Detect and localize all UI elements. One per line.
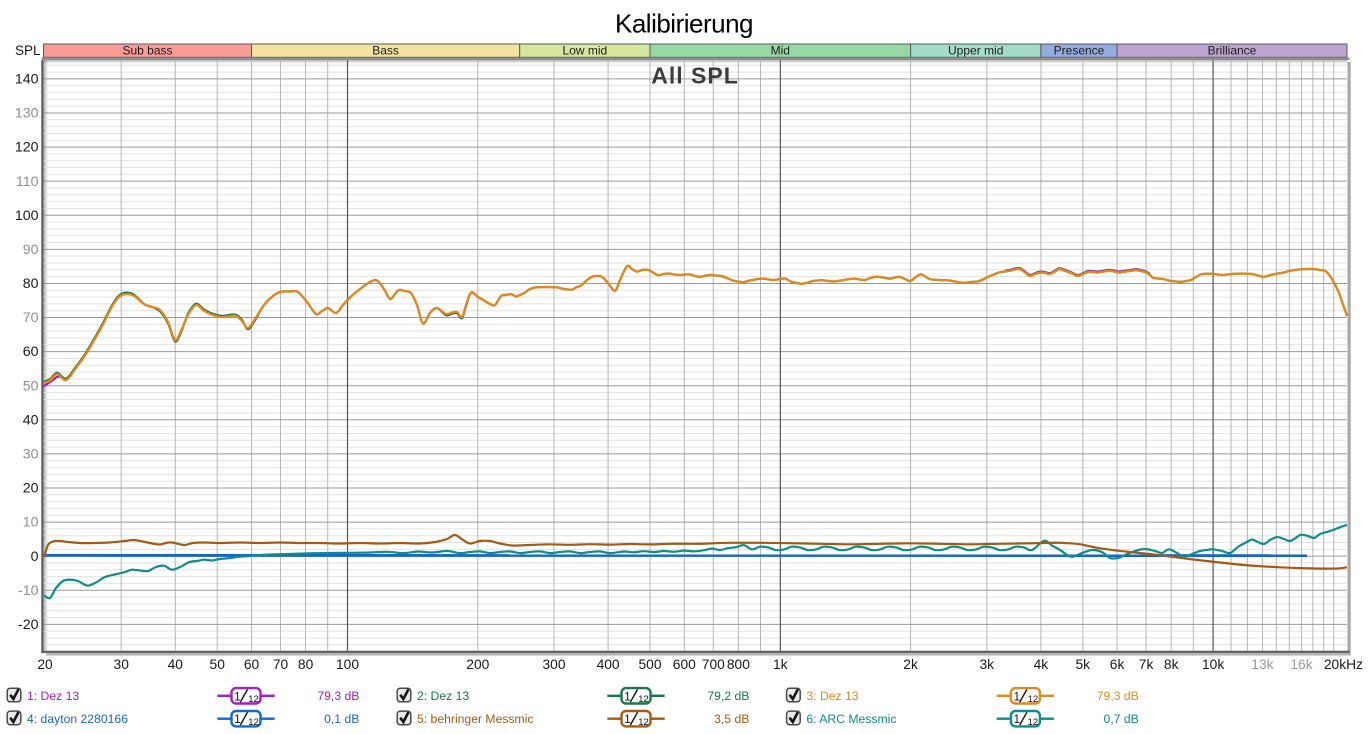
- svg-text:50: 50: [23, 378, 39, 394]
- svg-text:120: 120: [15, 140, 39, 156]
- svg-text:130: 130: [15, 106, 39, 122]
- svg-text:79,3 dB: 79,3 dB: [1097, 689, 1139, 703]
- svg-text:Mid: Mid: [771, 43, 790, 57]
- svg-text:700: 700: [702, 657, 725, 672]
- svg-text:8k: 8k: [1164, 657, 1179, 672]
- svg-text:80: 80: [298, 657, 314, 672]
- svg-text:800: 800: [727, 657, 750, 672]
- svg-text:1: 1: [234, 691, 240, 703]
- svg-text:600: 600: [673, 657, 696, 672]
- svg-text:Low mid: Low mid: [563, 43, 608, 57]
- svg-text:90: 90: [23, 242, 39, 258]
- svg-text:12: 12: [248, 717, 259, 728]
- svg-text:0: 0: [31, 549, 39, 565]
- svg-text:0,7 dB: 0,7 dB: [1104, 712, 1139, 726]
- svg-text:SPL: SPL: [15, 43, 41, 58]
- svg-text:4k: 4k: [1034, 657, 1049, 672]
- svg-text:110: 110: [16, 174, 39, 190]
- svg-text:1: 1: [624, 714, 630, 726]
- svg-text:2: Dez 13: 2: Dez 13: [417, 689, 469, 703]
- svg-text:12: 12: [1028, 694, 1039, 705]
- svg-text:80: 80: [23, 276, 39, 292]
- svg-text:79,2 dB: 79,2 dB: [707, 689, 749, 703]
- svg-text:20: 20: [37, 657, 53, 672]
- svg-text:Sub bass: Sub bass: [122, 43, 172, 57]
- svg-text:Upper mid: Upper mid: [948, 43, 1003, 57]
- svg-text:4: dayton 2280166: 4: dayton 2280166: [27, 712, 128, 726]
- svg-text:3: Dez 13: 3: Dez 13: [806, 689, 858, 703]
- svg-text:100: 100: [15, 208, 39, 224]
- svg-text:10: 10: [23, 515, 39, 531]
- svg-text:6k: 6k: [1110, 657, 1125, 672]
- svg-text:Brilliance: Brilliance: [1208, 43, 1257, 57]
- svg-text:40: 40: [23, 412, 39, 428]
- svg-text:3k: 3k: [980, 657, 995, 672]
- svg-text:2k: 2k: [903, 657, 918, 672]
- svg-text:10k: 10k: [1202, 657, 1224, 672]
- svg-text:7k: 7k: [1139, 657, 1154, 672]
- svg-text:200: 200: [466, 657, 489, 672]
- svg-text:400: 400: [597, 657, 620, 672]
- svg-text:70: 70: [23, 310, 39, 326]
- svg-text:1: 1: [624, 691, 630, 703]
- svg-text:1: 1: [234, 714, 240, 726]
- svg-text:6: ARC Messmic: 6: ARC Messmic: [806, 712, 896, 726]
- svg-text:13k: 13k: [1251, 657, 1273, 672]
- svg-text:60: 60: [244, 657, 260, 672]
- svg-text:1: Dez 13: 1: Dez 13: [27, 689, 79, 703]
- svg-text:1k: 1k: [773, 657, 788, 672]
- svg-text:All SPL: All SPL: [651, 63, 739, 89]
- svg-text:-20: -20: [18, 617, 39, 633]
- svg-text:50: 50: [210, 657, 226, 672]
- svg-text:140: 140: [15, 72, 39, 88]
- svg-text:20: 20: [23, 481, 39, 497]
- svg-text:500: 500: [638, 657, 661, 672]
- svg-text:0,1 dB: 0,1 dB: [324, 712, 359, 726]
- svg-text:40: 40: [168, 657, 184, 672]
- svg-text:300: 300: [542, 657, 565, 672]
- svg-text:60: 60: [23, 344, 39, 360]
- svg-text:Kalibirierung: Kalibirierung: [615, 9, 753, 39]
- svg-text:16k: 16k: [1290, 657, 1312, 672]
- svg-text:1: 1: [1014, 714, 1020, 726]
- svg-text:12: 12: [638, 717, 649, 728]
- svg-text:20kHz: 20kHz: [1324, 657, 1363, 672]
- svg-text:12: 12: [1028, 717, 1039, 728]
- svg-text:30: 30: [114, 657, 130, 672]
- svg-text:-10: -10: [18, 583, 39, 599]
- svg-text:79,3 dB: 79,3 dB: [317, 689, 359, 703]
- svg-text:30: 30: [23, 447, 39, 463]
- svg-text:5: behringer Messmic: 5: behringer Messmic: [417, 712, 534, 726]
- svg-text:1: 1: [1014, 691, 1020, 703]
- svg-text:12: 12: [638, 694, 649, 705]
- svg-text:Presence: Presence: [1054, 43, 1105, 57]
- svg-text:5k: 5k: [1076, 657, 1091, 672]
- svg-text:3,5 dB: 3,5 dB: [714, 712, 749, 726]
- svg-text:Bass: Bass: [372, 43, 399, 57]
- svg-text:70: 70: [273, 657, 289, 672]
- svg-text:100: 100: [336, 657, 359, 672]
- svg-text:12: 12: [248, 694, 259, 705]
